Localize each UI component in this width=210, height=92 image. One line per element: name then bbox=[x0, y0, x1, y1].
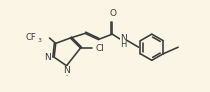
Text: O: O bbox=[110, 9, 117, 18]
Text: N: N bbox=[63, 67, 70, 75]
Text: N: N bbox=[44, 53, 51, 62]
Text: CF: CF bbox=[26, 33, 36, 43]
Text: Cl: Cl bbox=[96, 44, 105, 53]
Text: H: H bbox=[120, 40, 126, 49]
Text: 3: 3 bbox=[37, 38, 41, 43]
Text: N: N bbox=[120, 34, 126, 43]
